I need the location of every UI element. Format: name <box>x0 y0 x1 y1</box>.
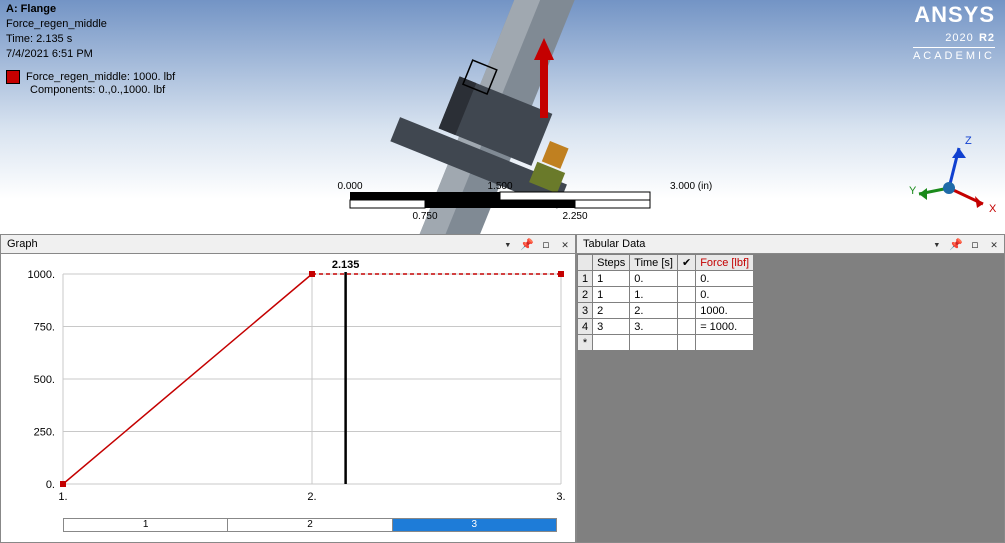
svg-text:0.000: 0.000 <box>337 181 362 192</box>
tabular-panel-title: Tabular Data <box>583 238 645 250</box>
step-bar[interactable]: 123 <box>63 518 557 532</box>
step-segment[interactable]: 3 <box>393 519 556 531</box>
table-row[interactable]: 211.0. <box>578 287 754 303</box>
svg-text:X: X <box>989 203 997 215</box>
close-icon[interactable]: ✕ <box>986 237 1002 253</box>
popout-icon[interactable]: ◻ <box>538 237 554 253</box>
svg-text:Z: Z <box>965 135 972 147</box>
svg-text:0.: 0. <box>46 479 55 491</box>
svg-text:2.135: 2.135 <box>332 259 360 271</box>
orientation-triad[interactable]: X Y Z <box>899 128 999 228</box>
svg-text:2.250: 2.250 <box>562 211 587 222</box>
graph-panel-title: Graph <box>7 238 38 250</box>
svg-text:750.: 750. <box>34 322 55 334</box>
graph-panel: 0. 250. 500. 750. 1000. 1. 2. 3. 2.135 123 <box>0 254 576 543</box>
svg-text:1.: 1. <box>58 491 67 503</box>
svg-text:0.750: 0.750 <box>412 211 437 222</box>
viewport-3d[interactable]: A: Flange Force_regen_middle Time: 2.135… <box>0 0 1005 234</box>
dropdown-icon[interactable]: ▾ <box>500 237 516 253</box>
dropdown-icon[interactable]: ▾ <box>929 237 945 253</box>
pin-icon[interactable]: 📌 <box>948 237 964 253</box>
svg-text:3.000 (in): 3.000 (in) <box>670 181 712 192</box>
tabular-data-table[interactable]: StepsTime [s]✔Force [lbf]110.0.211.0.322… <box>577 254 754 351</box>
svg-text:500.: 500. <box>34 374 55 386</box>
svg-text:3.: 3. <box>556 491 565 503</box>
tabular-panel: StepsTime [s]✔Force [lbf]110.0.211.0.322… <box>576 254 1005 543</box>
tabular-panel-header[interactable]: Tabular Data ▾ 📌 ◻ ✕ <box>576 234 1005 254</box>
step-segment[interactable]: 1 <box>64 519 228 531</box>
table-row[interactable]: 322.1000. <box>578 303 754 319</box>
graph-panel-header[interactable]: Graph ▾ 📌 ◻ ✕ <box>0 234 576 254</box>
svg-text:Y: Y <box>909 185 917 197</box>
svg-text:1000.: 1000. <box>27 269 55 281</box>
model-geometry: 0.000 1.500 3.000 (in) 0.750 2.250 <box>0 0 1005 234</box>
svg-text:250.: 250. <box>34 427 55 439</box>
step-segment[interactable]: 2 <box>228 519 392 531</box>
svg-text:2.: 2. <box>307 491 316 503</box>
pin-icon[interactable]: 📌 <box>519 237 535 253</box>
close-icon[interactable]: ✕ <box>557 237 573 253</box>
svg-text:1.500: 1.500 <box>487 181 512 192</box>
popout-icon[interactable]: ◻ <box>967 237 983 253</box>
load-graph[interactable]: 0. 250. 500. 750. 1000. 1. 2. 3. 2.135 <box>1 254 577 514</box>
table-row[interactable]: 433.= 1000. <box>578 319 754 335</box>
table-row[interactable]: 110.0. <box>578 271 754 287</box>
